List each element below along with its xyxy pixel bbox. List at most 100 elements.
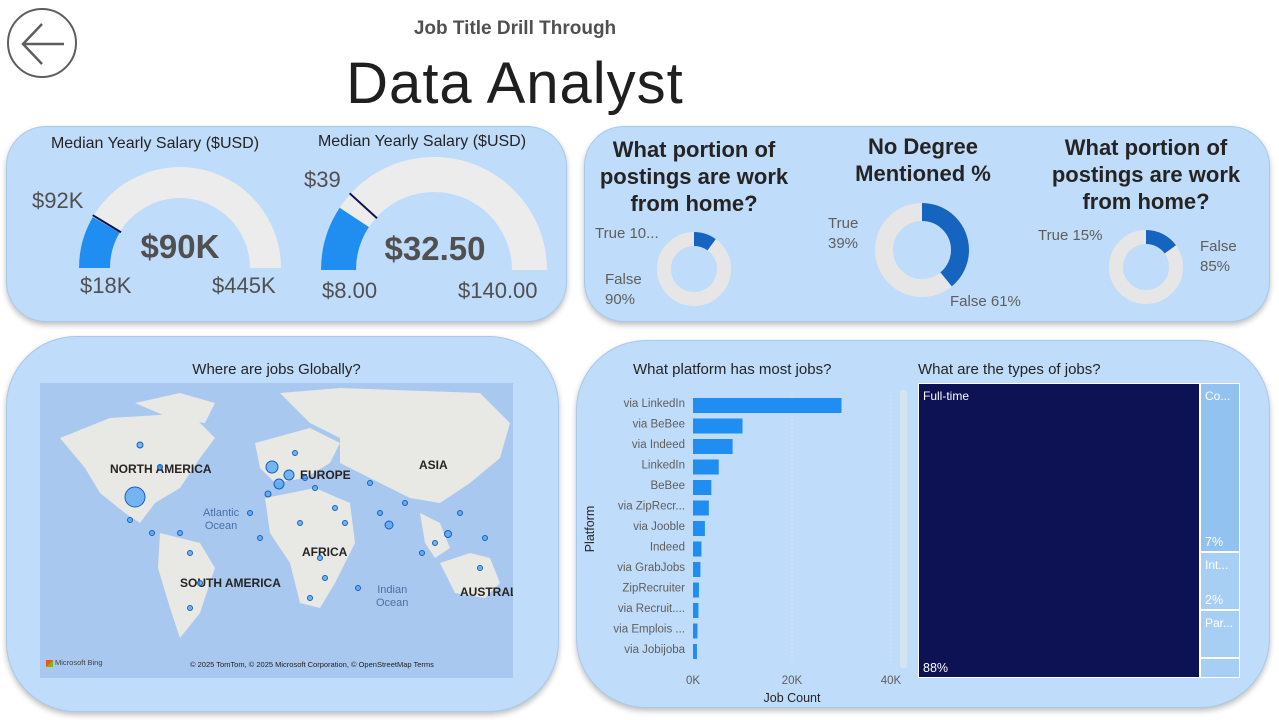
gauge-1-value: $90K	[140, 228, 220, 265]
location-bubble	[187, 550, 193, 556]
gauge-2-value: $32.50	[384, 230, 486, 267]
location-bubble	[457, 510, 463, 516]
world-map-drawing	[60, 388, 510, 638]
treemap-tile-label: Int...	[1205, 558, 1229, 572]
treemap-tile[interactable]: Co... 7%	[1200, 383, 1240, 552]
gauge-2-title: Median Yearly Salary ($USD)	[317, 133, 527, 150]
platform-bar	[693, 459, 719, 475]
arrow-left-icon	[21, 23, 64, 65]
location-bubble	[136, 441, 144, 449]
treemap-tile-full-time[interactable]: Full-time 88%	[918, 383, 1200, 678]
gauge-2	[321, 157, 547, 270]
bar-category-label: via LinkedIn	[624, 398, 685, 410]
donut-2	[875, 203, 969, 297]
treemap-tile-label: Full-time	[923, 389, 970, 403]
donut-1	[657, 232, 731, 306]
treemap-tile[interactable]: Int... 2%	[1200, 552, 1240, 610]
location-bubble	[292, 450, 298, 456]
x-tick-label: 0K	[686, 675, 700, 687]
location-bubble	[157, 464, 163, 470]
location-bubble	[273, 478, 285, 490]
gauge-2-target-label: $39	[304, 167, 341, 192]
donut-3	[1109, 230, 1183, 304]
gauge-2-max-label: $140.00	[458, 278, 538, 303]
gauge-1	[79, 167, 281, 268]
location-bubble	[312, 485, 318, 491]
donut-2-title: No Degree Mentioned %	[855, 134, 991, 186]
bar-category-label: via Recruit....	[618, 603, 685, 615]
gauge-1-min-label: $18K	[80, 273, 132, 298]
location-bubble	[124, 486, 146, 508]
map-title: Where are jobs Globally?	[192, 361, 361, 378]
platform-bar	[693, 582, 699, 598]
location-bubble	[477, 565, 483, 571]
page-title: Data Analyst	[346, 51, 684, 116]
bar-category-label: ZipRecruiter	[622, 583, 685, 595]
map-region-label: ASIA	[419, 458, 448, 472]
x-tick-label: 40K	[881, 675, 902, 687]
location-bubble	[482, 535, 488, 541]
ocean-label-atlantic: Atlantic Ocean	[203, 507, 240, 532]
world-map[interactable]: NORTH AMERICA EUROPE ASIA AFRICA SOUTH A…	[40, 383, 513, 678]
map-region-label: EUROPE	[300, 468, 351, 482]
bar-category-label: via GrabJobs	[617, 562, 685, 574]
gauge-1-max-label: $445K	[212, 273, 276, 298]
location-bubble	[149, 530, 155, 536]
scrollbar-thumb[interactable]	[900, 390, 907, 668]
location-bubble	[127, 517, 133, 523]
treemap-tile-value: 88%	[923, 661, 949, 675]
back-button[interactable]	[7, 8, 77, 78]
location-bubble	[297, 520, 303, 526]
location-bubble	[283, 469, 295, 481]
platform-x-axis-label: Job Count	[763, 691, 821, 705]
donut-1-true-label: True 10...	[595, 225, 659, 242]
treemap-tile-value: 2%	[1205, 593, 1224, 607]
platform-bar	[693, 521, 705, 536]
donut-3-true-label: True 15%	[1038, 227, 1103, 244]
platform-bar	[693, 644, 697, 659]
location-bubble	[307, 595, 313, 601]
location-bubble	[367, 480, 373, 486]
platform-bar	[693, 500, 709, 516]
donut-1-false-label: False 90%	[605, 271, 642, 308]
platform-bar	[693, 418, 743, 434]
bar-category-label: via Jooble	[633, 521, 685, 533]
x-tick-label: 20K	[782, 675, 803, 687]
platform-scrollbar[interactable]	[900, 390, 907, 668]
bar-category-label: via Jobijoba	[624, 644, 685, 656]
platform-bar	[693, 439, 733, 454]
treemap-tile[interactable]: Par...	[1200, 610, 1240, 658]
map-region-label: AUSTRAL	[460, 585, 513, 599]
donut-3-false-label: False 85%	[1200, 238, 1237, 275]
treemap-tile-label: Co...	[1205, 389, 1231, 403]
location-bubble	[187, 605, 193, 611]
ocean-label-indian: Indian Ocean	[376, 584, 409, 609]
platform-chart-title: What platform has most jobs?	[633, 361, 832, 378]
location-bubble	[322, 575, 328, 581]
platform-bar	[693, 398, 842, 413]
donut-3-title: What portion of postings are work from h…	[1051, 135, 1241, 214]
gauge-2-min-label: $8.00	[322, 278, 378, 303]
bing-logo: Microsoft Bing	[46, 658, 103, 667]
map-attribution[interactable]: © 2025 TomTom, © 2025 Microsoft Corporat…	[190, 660, 434, 669]
location-bubble	[197, 580, 203, 586]
donut-1-title: What portion of postings are work from h…	[599, 137, 789, 216]
location-bubble	[432, 540, 438, 546]
platform-bar-chart[interactable]: via LinkedIn via BeBee via Indeed LinkedIn B…	[578, 385, 908, 705]
gauge-1-target-label: $92K	[32, 188, 84, 213]
location-bubble	[342, 520, 348, 526]
location-bubble	[317, 555, 323, 561]
job-types-treemap[interactable]: Full-time 88% Co... 7% Int... 2% Par...	[918, 383, 1240, 678]
location-bubble	[257, 535, 263, 541]
bar-category-label: via ZipRecr...	[618, 501, 685, 513]
location-bubble	[384, 520, 394, 530]
treemap-tile[interactable]	[1200, 658, 1240, 678]
bar-category-label: LinkedIn	[642, 460, 685, 472]
platform-bar	[693, 562, 701, 577]
location-bubble	[419, 550, 425, 556]
map-region-label: SOUTH AMERICA	[180, 576, 281, 590]
platform-bar	[693, 623, 698, 639]
platform-bar	[693, 541, 702, 557]
donut-2-false-label: False 61%	[950, 293, 1021, 310]
location-bubble	[265, 460, 279, 474]
